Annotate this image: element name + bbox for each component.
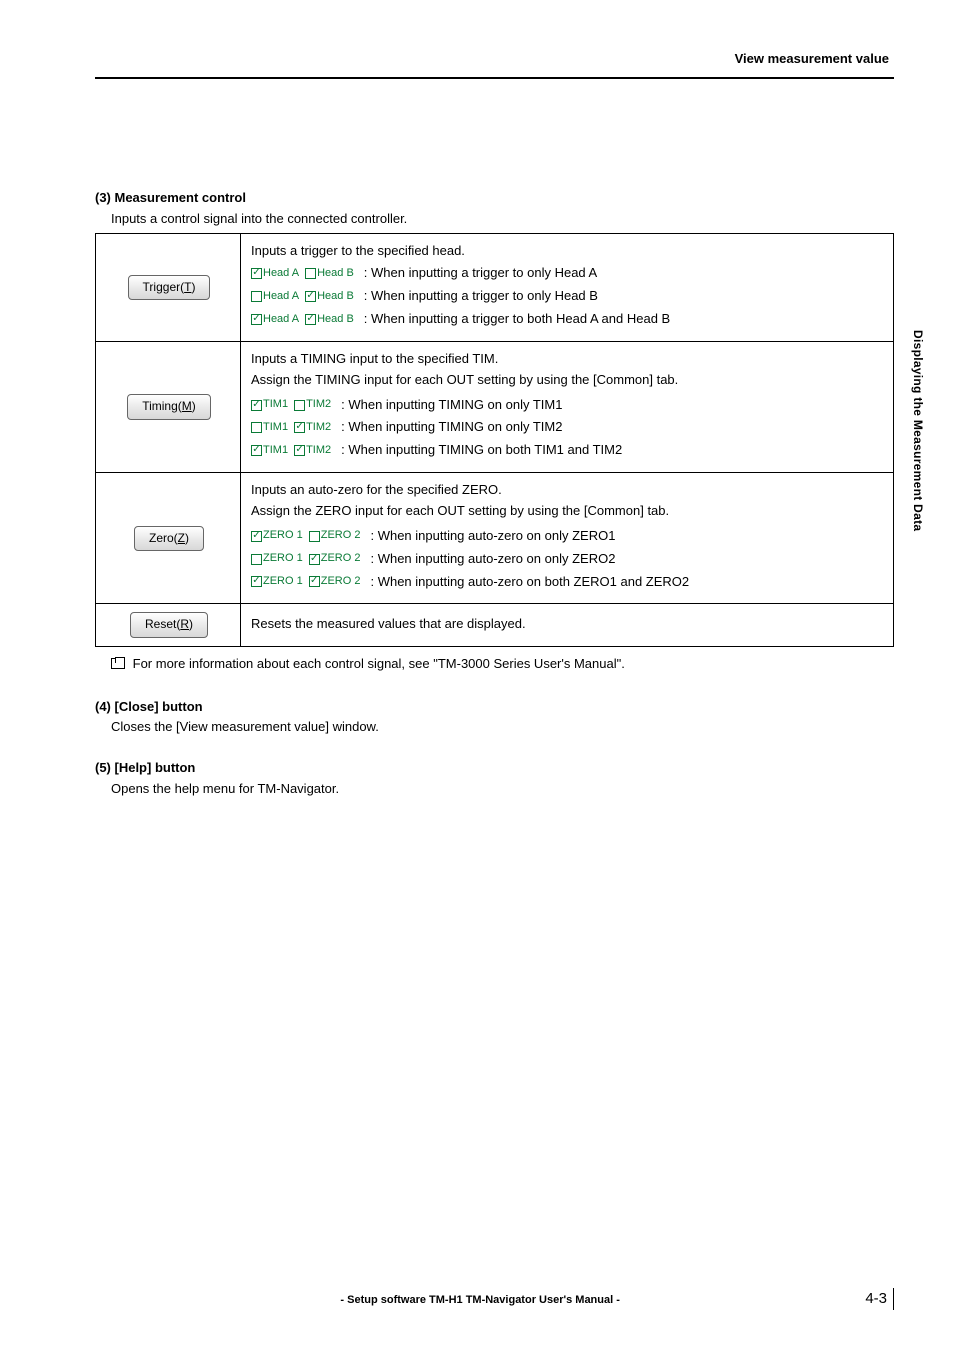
control-line: ZERO 1 ZERO 2 : When inputting auto-zero … [251, 550, 885, 569]
control-desc-cell: Resets the measured values that are disp… [241, 604, 894, 646]
checkbox-zero1[interactable]: ZERO 1 [251, 551, 303, 567]
checkbox-zero2[interactable]: ZERO 2 [309, 574, 361, 590]
section4-heading: (4) [Close] button [95, 698, 894, 717]
checkbox-tim1[interactable]: TIM1 [251, 420, 288, 436]
section3-note: For more information about each control … [133, 656, 625, 671]
control-intro: Inputs an auto-zero for the specified ZE… [251, 481, 885, 500]
checkbox-zero2[interactable]: ZERO 2 [309, 528, 361, 544]
footer-page: 4-3 [865, 1288, 894, 1310]
control-intro: Inputs a trigger to the specified head. [251, 242, 885, 261]
checkbox-headb[interactable]: Head B [305, 289, 354, 305]
side-tab-label: Displaying the Measurement Data [909, 330, 926, 531]
section5-heading: (5) [Help] button [95, 759, 894, 778]
section5-desc: Opens the help menu for TM-Navigator. [95, 780, 894, 799]
section4-desc: Closes the [View measurement value] wind… [95, 718, 894, 737]
checkbox-zero1[interactable]: ZERO 1 [251, 528, 303, 544]
section3-desc: Inputs a control signal into the connect… [95, 210, 894, 229]
note-icon [111, 658, 125, 669]
checkbox-tim2[interactable]: TIM2 [294, 397, 331, 413]
checkbox-headb[interactable]: Head B [305, 266, 354, 282]
control-button[interactable]: Trigger(T) [128, 275, 211, 300]
control-line: TIM1 TIM2 : When inputting TIMING on both… [251, 441, 885, 460]
footer-center: - Setup software TM-H1 TM-Navigator User… [95, 1293, 865, 1309]
checkbox-heada[interactable]: Head A [251, 289, 299, 305]
checkbox-heada[interactable]: Head A [251, 266, 299, 282]
checkbox-tim1[interactable]: TIM1 [251, 443, 288, 459]
checkbox-tim2[interactable]: TIM2 [294, 443, 331, 459]
control-line: Head A Head B : When inputting a trigger … [251, 287, 885, 306]
control-intro2: Assign the ZERO input for each OUT setti… [251, 502, 885, 521]
control-table: Trigger(T) Inputs a trigger to the specif… [95, 233, 894, 647]
checkbox-zero2[interactable]: ZERO 2 [309, 551, 361, 567]
section3-heading: (3) Measurement control [95, 189, 894, 208]
control-line: ZERO 1 ZERO 2 : When inputting auto-zero … [251, 573, 885, 592]
control-button[interactable]: Timing(M) [127, 394, 211, 419]
control-intro2: Assign the TIMING input for each OUT set… [251, 371, 885, 390]
control-desc-cell: Inputs a trigger to the specified head. H… [241, 233, 894, 341]
control-line-text: : When inputting auto-zero on only ZERO1 [370, 527, 615, 546]
control-line-text: : When inputting a trigger to only Head … [364, 264, 597, 283]
control-line: Head A Head B : When inputting a trigger … [251, 310, 885, 329]
control-line-text: : When inputting a trigger to both Head … [364, 310, 670, 329]
control-intro: Inputs a TIMING input to the specified T… [251, 350, 885, 369]
control-line: TIM1 TIM2 : When inputting TIMING on only… [251, 396, 885, 415]
control-button[interactable]: Zero(Z) [134, 526, 204, 551]
control-line-text: : When inputting auto-zero on both ZERO1… [370, 573, 689, 592]
control-line-text: : When inputting TIMING on only TIM1 [341, 396, 562, 415]
checkbox-tim1[interactable]: TIM1 [251, 397, 288, 413]
page-header-title: View measurement value [95, 50, 894, 77]
control-line: TIM1 TIM2 : When inputting TIMING on only… [251, 418, 885, 437]
control-line-text: : When inputting TIMING on only TIM2 [341, 418, 562, 437]
section3-note-row: For more information about each control … [95, 647, 894, 674]
control-desc-cell: Inputs an auto-zero for the specified ZE… [241, 473, 894, 604]
control-intro: Resets the measured values that are disp… [251, 615, 885, 634]
checkbox-zero1[interactable]: ZERO 1 [251, 574, 303, 590]
control-line-text: : When inputting TIMING on both TIM1 and… [341, 441, 622, 460]
control-line: ZERO 1 ZERO 2 : When inputting auto-zero … [251, 527, 885, 546]
control-desc-cell: Inputs a TIMING input to the specified T… [241, 341, 894, 472]
checkbox-tim2[interactable]: TIM2 [294, 420, 331, 436]
checkbox-headb[interactable]: Head B [305, 312, 354, 328]
control-line-text: : When inputting auto-zero on only ZERO2 [370, 550, 615, 569]
control-button[interactable]: Reset(R) [130, 612, 208, 637]
checkbox-heada[interactable]: Head A [251, 312, 299, 328]
control-line: Head A Head B : When inputting a trigger … [251, 264, 885, 283]
control-line-text: : When inputting a trigger to only Head … [364, 287, 598, 306]
